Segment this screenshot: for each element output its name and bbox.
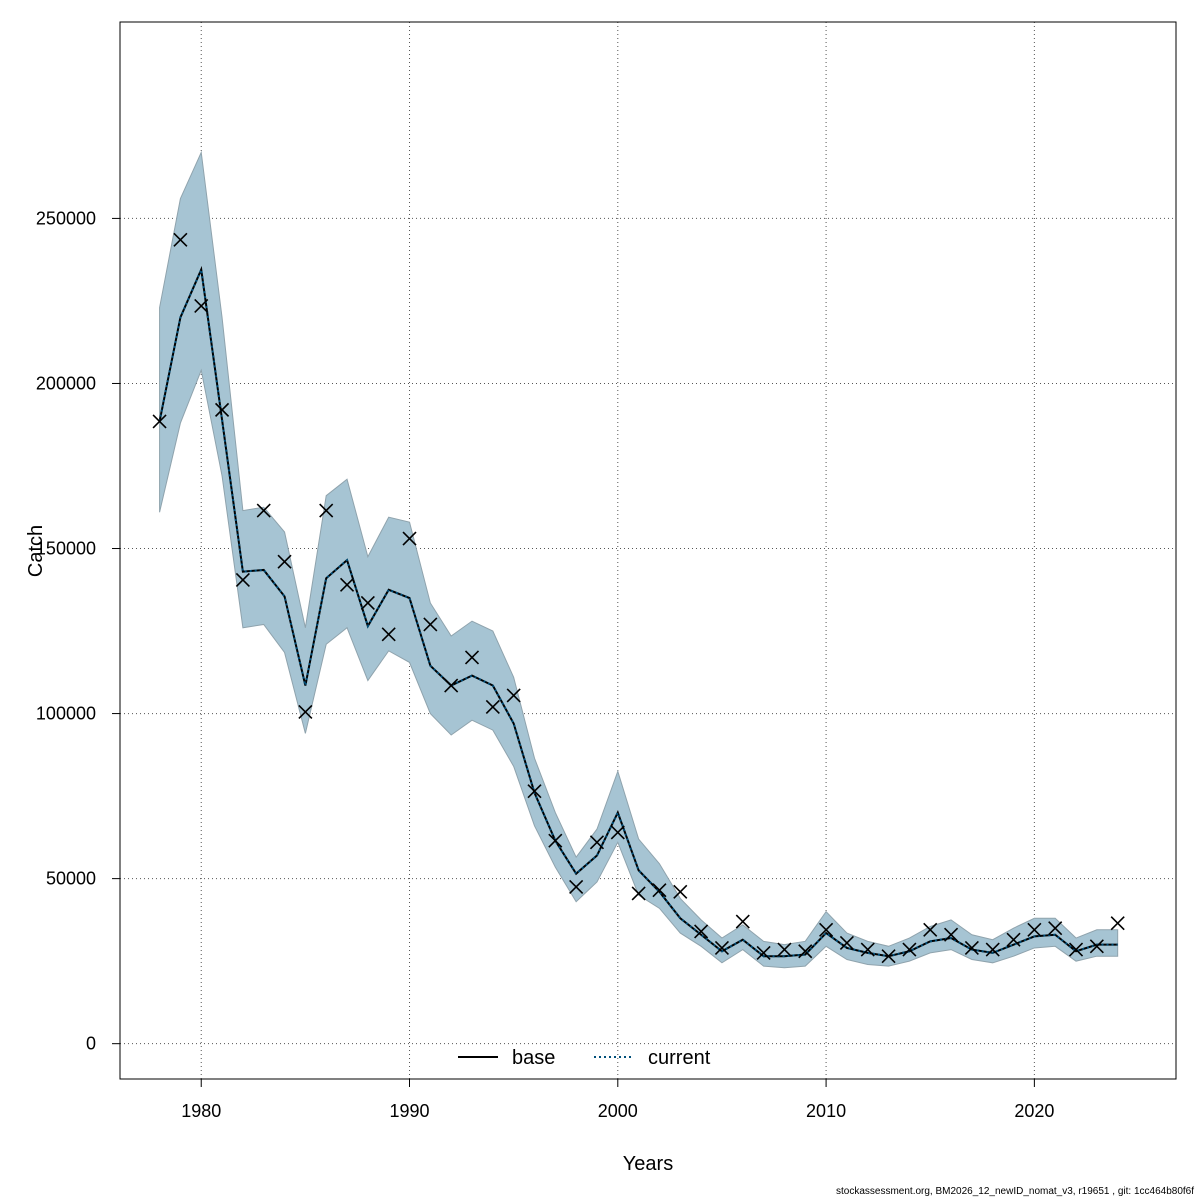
observed-point-2016 bbox=[943, 927, 959, 942]
observed-point-1979 bbox=[173, 232, 188, 247]
observed-point-1982 bbox=[235, 572, 250, 587]
observed-point-2007 bbox=[756, 945, 771, 960]
observed-point-1996 bbox=[527, 784, 542, 799]
observed-point-2010 bbox=[819, 922, 834, 937]
y-axis-title: Catch bbox=[25, 525, 47, 577]
observed-point-2024 bbox=[1110, 916, 1125, 931]
observed-point-2022 bbox=[1068, 942, 1084, 957]
observed-point-1990 bbox=[402, 531, 417, 546]
observed-point-1999 bbox=[589, 835, 605, 850]
observed-point-2004 bbox=[694, 924, 709, 939]
observed-point-1988 bbox=[360, 595, 375, 611]
observed-point-1981 bbox=[214, 402, 230, 417]
observed-point-1984 bbox=[277, 554, 292, 569]
legend: base current bbox=[458, 1047, 711, 1069]
legend-current-label: current bbox=[648, 1047, 711, 1069]
observed-point-1991 bbox=[423, 617, 438, 632]
observed-point-2008 bbox=[777, 942, 792, 957]
observed-point-1994 bbox=[485, 699, 500, 715]
x-tick-label-4: 2020 bbox=[1014, 1101, 1054, 1121]
axes: 1980 1990 2000 2010 2020 0 50000 100000 150000 20… bbox=[36, 208, 1054, 1121]
observed-point-1992 bbox=[444, 678, 459, 693]
observed-point-2005 bbox=[714, 940, 730, 956]
observed-point-1997 bbox=[548, 833, 563, 848]
series-line-base bbox=[158, 265, 1118, 958]
observed-point-2011 bbox=[839, 935, 854, 951]
observed-points bbox=[152, 232, 1125, 964]
grid-lines bbox=[120, 22, 1176, 1079]
y-tick-label-0: 0 bbox=[86, 1034, 96, 1054]
confidence-band-group bbox=[159, 150, 1119, 969]
x-tick-label-1: 1990 bbox=[389, 1101, 429, 1121]
legend-base-label: base bbox=[512, 1047, 555, 1069]
y-tick-label-5: 250000 bbox=[36, 208, 96, 228]
observed-point-2023 bbox=[1089, 939, 1104, 954]
observed-point-1993 bbox=[464, 650, 480, 665]
y-tick-label-4: 200000 bbox=[36, 373, 96, 393]
y-tick-label-1: 50000 bbox=[46, 869, 96, 889]
observed-point-2018 bbox=[985, 942, 1000, 957]
observed-point-1998 bbox=[569, 879, 584, 894]
observed-point-2019 bbox=[1006, 932, 1021, 947]
observed-point-2015 bbox=[923, 922, 938, 937]
observed-point-1986 bbox=[319, 503, 334, 518]
x-axis-title: Years bbox=[623, 1153, 673, 1175]
observed-point-2006 bbox=[735, 914, 750, 929]
observed-point-2017 bbox=[964, 940, 979, 956]
observed-point-2012 bbox=[860, 942, 875, 957]
observed-point-2013 bbox=[881, 949, 896, 964]
observed-point-1978 bbox=[152, 414, 167, 429]
y-tick-label-2: 100000 bbox=[36, 704, 96, 724]
observed-point-1985 bbox=[298, 704, 313, 719]
x-tick-label-3: 2010 bbox=[806, 1101, 846, 1121]
observed-point-1987 bbox=[339, 577, 355, 592]
observed-point-1989 bbox=[381, 627, 396, 642]
confidence-band bbox=[159, 150, 1119, 969]
observed-point-2001 bbox=[631, 886, 646, 901]
observed-point-2002 bbox=[652, 883, 667, 898]
observed-point-2000 bbox=[610, 825, 625, 840]
observed-point-1980 bbox=[194, 298, 209, 313]
observed-point-1983 bbox=[256, 503, 271, 518]
observed-point-2020 bbox=[1027, 922, 1042, 937]
observed-point-2021 bbox=[1048, 921, 1063, 936]
observed-point-2014 bbox=[902, 942, 917, 957]
observed-point-2009 bbox=[798, 944, 813, 959]
x-tick-label-2: 2000 bbox=[598, 1101, 638, 1121]
observed-point-1995 bbox=[506, 688, 521, 703]
x-tick-label-0: 1980 bbox=[181, 1101, 221, 1121]
y-tick-label-3: 150000 bbox=[36, 539, 96, 559]
observed-point-2003 bbox=[673, 884, 688, 899]
footer-credit: stockassessment.org, BM2026_12_newID_nom… bbox=[836, 1186, 1194, 1197]
series-lines bbox=[158, 265, 1118, 958]
